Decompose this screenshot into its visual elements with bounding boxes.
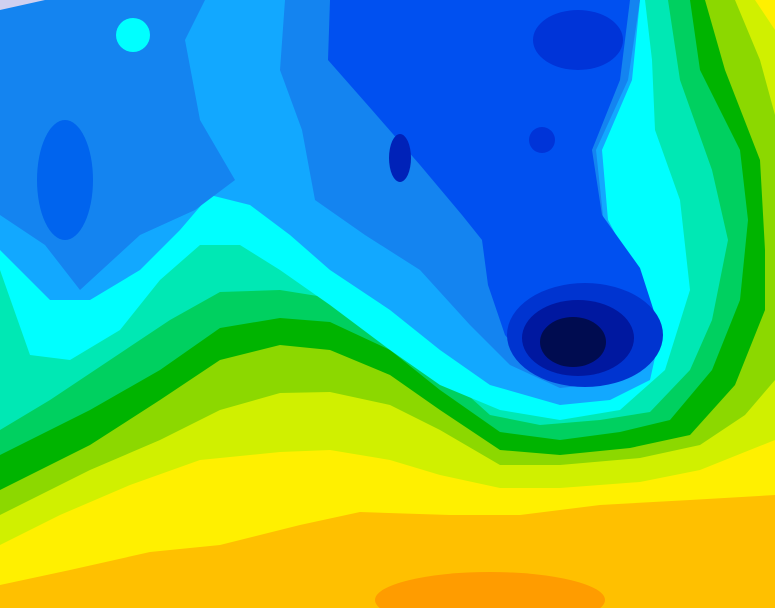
band-dark-blue (529, 127, 555, 153)
band-dark-blue (533, 10, 623, 70)
band-blue-left (37, 120, 93, 240)
band-navy (540, 317, 606, 367)
band-orange (375, 572, 605, 608)
band-dark-blue (389, 134, 411, 182)
corner-patch (0, 0, 45, 10)
band-cyan-spot (116, 18, 150, 52)
